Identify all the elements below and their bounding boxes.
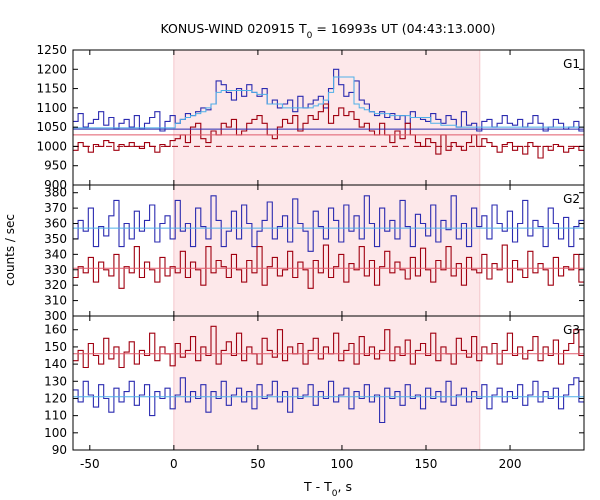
y-tick-label-g3: 100 <box>44 426 67 440</box>
y-tick-label-g1: 950 <box>44 159 67 173</box>
x-tick-label: 50 <box>250 457 265 471</box>
y-tick-label-g1: 1100 <box>36 101 67 115</box>
y-tick-label-g3: 130 <box>44 374 67 388</box>
x-tick-label: 150 <box>415 457 438 471</box>
highlight-region-layer <box>173 50 481 450</box>
panel-label-g1: G1 <box>563 57 580 71</box>
y-tick-label-g1: 1150 <box>36 82 67 96</box>
x-axis-label-rest: , s <box>338 479 352 494</box>
y-axis-label: counts / sec <box>3 214 17 286</box>
panel-g3-series-red-0 <box>73 325 584 369</box>
chart-title-main: KONUS-WIND 020915 T <box>160 21 306 36</box>
axis-layer: 900950100010501100115012001250G130031032… <box>36 43 585 471</box>
chart-title-rest: = 16993s UT (04:43:13.000) <box>312 21 495 36</box>
x-tick-label: 0 <box>170 457 178 471</box>
panel-label-g2: G2 <box>563 192 580 206</box>
y-tick-label-g1: 1000 <box>36 139 67 153</box>
panel-frame-g3 <box>72 315 585 451</box>
chart-title: KONUS-WIND 020915 T0 = 16993s UT (04:43:… <box>160 21 495 41</box>
x-axis-label: T - T0, s <box>303 479 352 499</box>
series-layer <box>73 68 584 424</box>
y-tick-label-g2: 360 <box>44 217 67 231</box>
panel-g1-background-curve-2 <box>73 76 584 129</box>
y-tick-label-g3: 140 <box>44 357 67 371</box>
highlight-region <box>173 50 480 185</box>
y-tick-label-g2: 320 <box>44 278 67 292</box>
x-tick-label: -50 <box>80 457 100 471</box>
x-tick-label: 200 <box>499 457 522 471</box>
y-tick-label-g1: 1050 <box>36 120 67 134</box>
highlight-region <box>173 185 480 316</box>
y-tick-label-g1: 1200 <box>36 62 67 76</box>
y-tick-label-g3: 150 <box>44 340 67 354</box>
y-tick-label-g3: 90 <box>52 443 67 457</box>
chart-title-subscript: 0 <box>307 31 313 41</box>
y-tick-label-g2: 340 <box>44 247 67 261</box>
y-tick-label-g2: 350 <box>44 232 67 246</box>
y-tick-label-g1: 1250 <box>36 43 67 57</box>
y-tick-label-g2: 330 <box>44 263 67 277</box>
panel-g2-series-red-1 <box>73 244 584 289</box>
y-tick-label-g1: 900 <box>44 178 67 192</box>
panel-g2-series-blue-0 <box>73 195 584 252</box>
y-tick-label-g2: 370 <box>44 201 67 215</box>
y-tick-label-g2: 300 <box>44 309 67 323</box>
panel-label-g3: G3 <box>563 323 580 337</box>
y-tick-label-g3: 120 <box>44 391 67 405</box>
y-tick-label-g2: 310 <box>44 294 67 308</box>
x-tick-label: 100 <box>330 457 353 471</box>
panel-g1-series-red-1 <box>73 103 584 159</box>
x-axis-label-subscript: 0 <box>332 489 338 499</box>
y-tick-label-g2: 380 <box>44 186 67 200</box>
highlight-region <box>173 316 480 450</box>
y-tick-label-g3: 110 <box>44 409 67 423</box>
panel-g3-series-blue-1 <box>73 377 584 424</box>
x-axis-label-main: T - T <box>303 479 332 494</box>
y-tick-label-g3: 160 <box>44 323 67 337</box>
